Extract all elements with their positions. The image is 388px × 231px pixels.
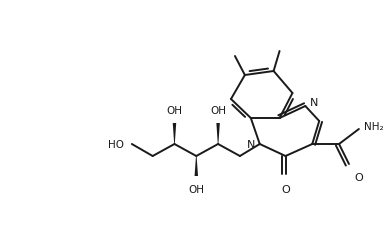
Text: OH: OH: [210, 106, 226, 116]
Text: NH₂: NH₂: [364, 122, 383, 131]
Polygon shape: [217, 123, 220, 144]
Polygon shape: [194, 156, 198, 176]
Text: O: O: [281, 184, 290, 194]
Text: N: N: [246, 139, 255, 149]
Text: HO: HO: [108, 139, 124, 149]
Polygon shape: [173, 123, 176, 144]
Text: OH: OH: [166, 106, 182, 116]
Text: N: N: [310, 97, 319, 108]
Text: OH: OH: [188, 184, 204, 194]
Text: O: O: [354, 172, 363, 182]
